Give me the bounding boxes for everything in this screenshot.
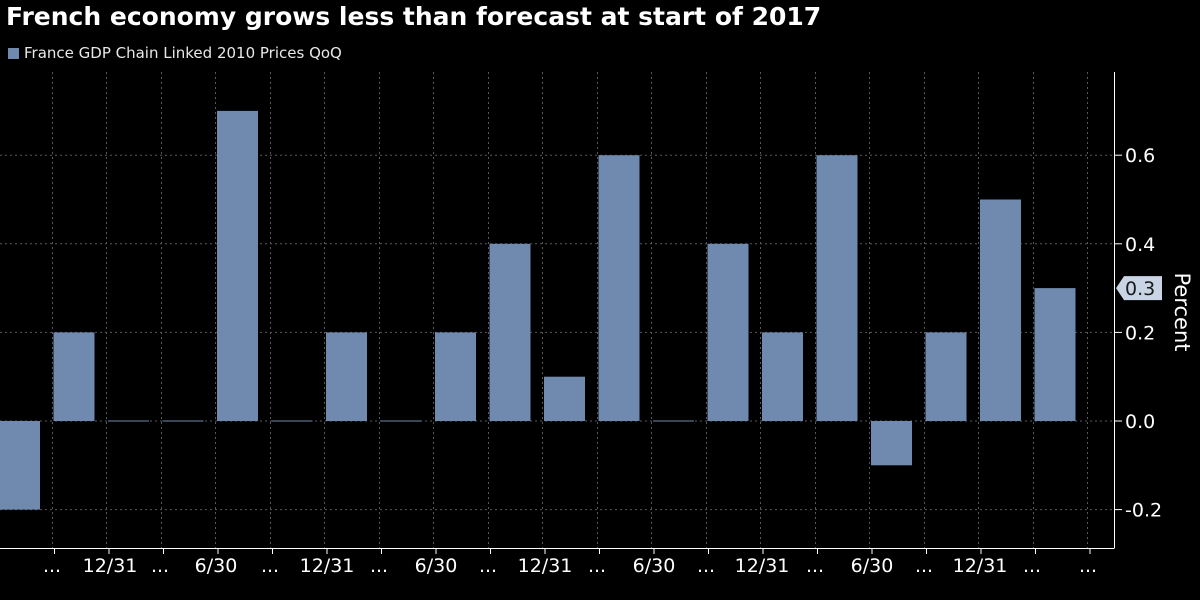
bar bbox=[1034, 288, 1076, 421]
y-tick-label: -0.2 bbox=[1125, 500, 1162, 522]
x-tick-label: 12/31 bbox=[735, 555, 790, 577]
bar bbox=[108, 420, 149, 422]
x-tick-label: ... bbox=[1023, 555, 1041, 577]
chart-title: French economy grows less than forecast … bbox=[6, 2, 822, 31]
x-tick-label: ... bbox=[1079, 555, 1097, 577]
x-tick-label: ... bbox=[43, 555, 61, 577]
legend-swatch bbox=[8, 47, 19, 59]
bar bbox=[707, 243, 749, 421]
bar bbox=[435, 332, 476, 421]
bar bbox=[544, 376, 585, 421]
last-value-marker: 0.3 bbox=[1116, 276, 1162, 301]
x-tick-label: ... bbox=[151, 555, 169, 577]
bar bbox=[326, 332, 367, 421]
y-tick-label: 0.6 bbox=[1125, 145, 1155, 167]
x-tick-label: 6/30 bbox=[195, 555, 238, 577]
x-axis-ticks: ... 12/31... 6/30... 12/31... 6/30... 12/31..… bbox=[43, 555, 1097, 577]
bar bbox=[0, 421, 40, 510]
x-tick-label: ... bbox=[697, 555, 715, 577]
x-tick-label: 12/31 bbox=[83, 555, 138, 577]
bar bbox=[762, 332, 803, 421]
bars bbox=[0, 110, 1076, 510]
x-tick-label: 6/30 bbox=[633, 555, 676, 577]
x-tick-label: ... bbox=[479, 555, 497, 577]
y-tick-label: 0.4 bbox=[1125, 234, 1155, 256]
y-axis-ticks: 0.6 0.4 0.2 0.0 -0.2 bbox=[1125, 145, 1162, 521]
bar bbox=[53, 332, 95, 421]
x-tick-label: ... bbox=[588, 555, 606, 577]
bar bbox=[598, 155, 640, 421]
grid-lines bbox=[0, 72, 1114, 548]
x-tick-label: 12/31 bbox=[953, 555, 1008, 577]
x-tick-label: 12/31 bbox=[300, 555, 355, 577]
last-value-label: 0.3 bbox=[1125, 278, 1155, 300]
bar bbox=[980, 199, 1021, 421]
bar bbox=[380, 420, 422, 422]
x-tick-label: ... bbox=[370, 555, 388, 577]
x-tick-label: ... bbox=[261, 555, 279, 577]
x-tick-label: 6/30 bbox=[851, 555, 894, 577]
y-tick-label: 0.2 bbox=[1125, 322, 1155, 344]
y-tick-label: 0.0 bbox=[1125, 411, 1155, 433]
legend-label: France GDP Chain Linked 2010 Prices QoQ bbox=[24, 44, 342, 62]
axes bbox=[0, 72, 1122, 554]
bar bbox=[489, 243, 531, 421]
x-tick-label: 12/31 bbox=[518, 555, 573, 577]
last-value-badge bbox=[1116, 276, 1162, 301]
legend: France GDP Chain Linked 2010 Prices QoQ bbox=[8, 44, 342, 62]
x-tick-label: ... bbox=[915, 555, 933, 577]
y-axis-title: Percent bbox=[1170, 272, 1194, 352]
bar bbox=[925, 332, 967, 421]
x-tick-label: 6/30 bbox=[415, 555, 458, 577]
bar bbox=[271, 420, 313, 422]
x-tick-label: ... bbox=[806, 555, 824, 577]
bar bbox=[217, 110, 258, 422]
bar bbox=[162, 420, 204, 422]
bar bbox=[653, 420, 694, 422]
bar bbox=[816, 155, 858, 421]
bar bbox=[871, 421, 912, 466]
